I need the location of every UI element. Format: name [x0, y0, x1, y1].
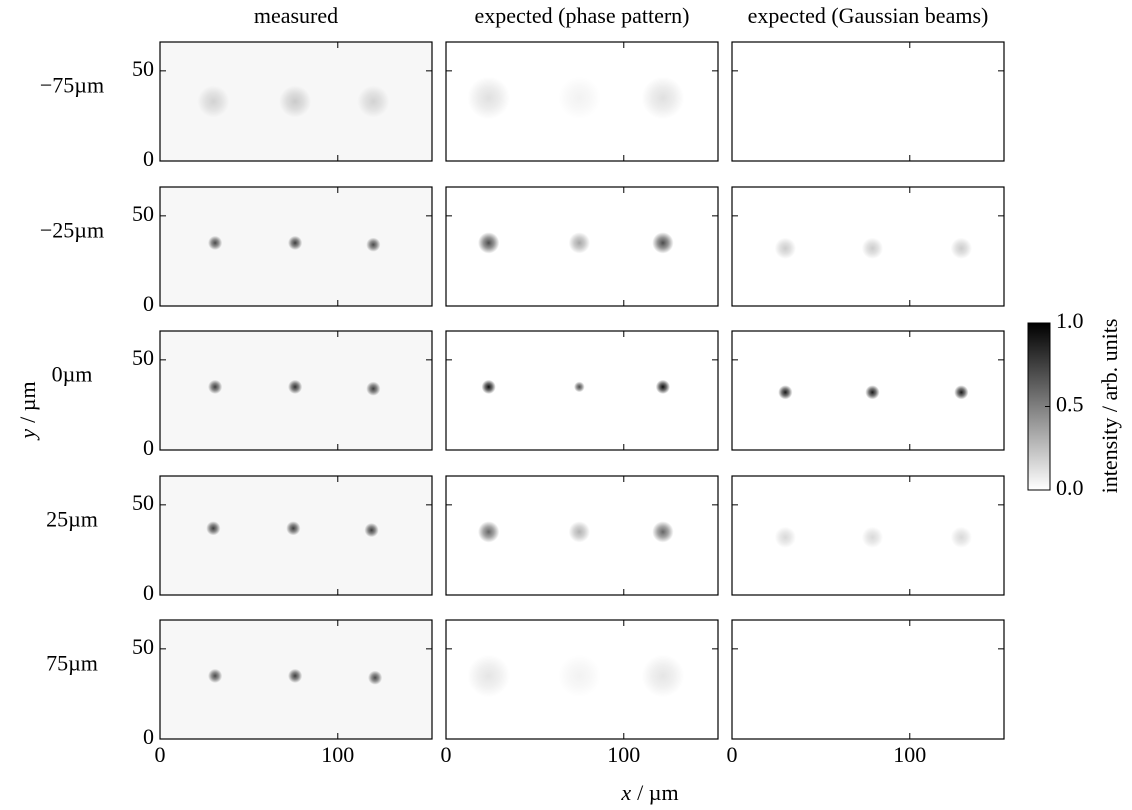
- colorbar-tick-label: 0.5: [1056, 392, 1084, 417]
- spot: [467, 654, 510, 698]
- spot: [558, 654, 601, 698]
- spot: [652, 232, 674, 254]
- y-tick-label: 50: [132, 56, 154, 81]
- column-title: expected (Gaussian beams): [748, 3, 989, 28]
- spot: [558, 76, 601, 120]
- row-label: 75µm: [46, 651, 98, 676]
- spot: [774, 526, 796, 548]
- spot: [366, 237, 381, 252]
- spot: [288, 668, 303, 684]
- spot: [467, 76, 510, 120]
- spot: [288, 379, 303, 395]
- y-axis-label: y / µm: [15, 381, 40, 440]
- spot: [568, 232, 590, 254]
- row-label: 0µm: [52, 362, 93, 387]
- spot: [478, 521, 500, 543]
- x-tick-label: 100: [607, 742, 640, 767]
- spot: [368, 670, 383, 685]
- y-tick-label: 0: [143, 580, 154, 605]
- row-label: −25µm: [40, 218, 104, 243]
- x-axis-variable: x: [620, 780, 631, 805]
- x-axis-unit: / µm: [637, 780, 678, 805]
- spot: [574, 381, 585, 393]
- spot: [206, 521, 221, 536]
- content: measured expected (phase pattern) expected…: [15, 3, 1122, 805]
- spot: [197, 85, 230, 118]
- spot: [208, 379, 223, 395]
- row-label: −75µm: [40, 73, 104, 98]
- y-axis-variable: y: [15, 429, 40, 441]
- spot: [364, 522, 379, 538]
- x-axis-label: x / µm: [620, 780, 678, 805]
- spot: [208, 235, 223, 251]
- row-label: 25µm: [46, 507, 98, 532]
- colorbar-label: intensity / arb. units: [1097, 319, 1122, 494]
- spot: [208, 668, 223, 684]
- spot: [286, 521, 301, 536]
- spot: [950, 237, 972, 259]
- y-axis-unit: / µm: [15, 381, 40, 422]
- spot: [366, 381, 381, 396]
- column-title: measured: [254, 3, 338, 28]
- panel: [731, 619, 1005, 740]
- y-tick-label: 0: [143, 146, 154, 171]
- spot: [652, 521, 674, 543]
- spot: [861, 237, 884, 259]
- colorbar-tick-label: 0.0: [1056, 475, 1084, 500]
- x-tick-label: 100: [321, 742, 354, 767]
- y-tick-label: 0: [143, 291, 154, 316]
- spot: [950, 526, 972, 548]
- spot: [954, 385, 969, 400]
- x-tick-label: 0: [441, 742, 452, 767]
- spot: [357, 85, 390, 118]
- spot: [861, 526, 884, 548]
- spot: [478, 232, 500, 254]
- spot: [865, 385, 880, 400]
- spot: [774, 237, 796, 259]
- y-tick-label: 50: [132, 345, 154, 370]
- spot: [279, 85, 312, 118]
- spot: [288, 235, 303, 251]
- spot: [481, 379, 496, 395]
- x-tick-label: 0: [155, 742, 166, 767]
- spot: [568, 521, 590, 543]
- spot: [655, 379, 671, 395]
- column-title: expected (phase pattern): [475, 3, 690, 28]
- y-tick-label: 50: [132, 201, 154, 226]
- panel: [159, 475, 433, 596]
- spot: [778, 385, 793, 400]
- y-tick-label: 50: [132, 634, 154, 659]
- spot: [641, 76, 685, 120]
- spot: [641, 654, 685, 698]
- y-tick-label: 0: [143, 435, 154, 460]
- y-tick-label: 0: [143, 724, 154, 749]
- x-tick-label: 0: [727, 742, 738, 767]
- y-tick-label: 50: [132, 490, 154, 515]
- colorbar-tick-label: 1.0: [1056, 308, 1084, 333]
- panel: [731, 41, 1005, 162]
- x-tick-label: 100: [893, 742, 926, 767]
